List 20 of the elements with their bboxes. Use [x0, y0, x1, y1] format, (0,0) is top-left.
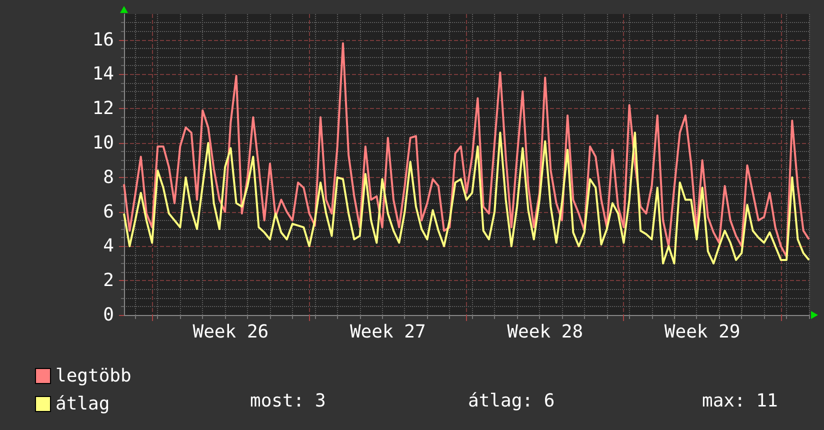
legend-label: átlag [56, 394, 110, 414]
text: most: 3 [250, 390, 326, 412]
text: max: 11 [702, 390, 778, 412]
line-series [123, 132, 810, 264]
legend-label: legtöbb [56, 366, 132, 386]
x-tick-label: Week 29 [664, 322, 740, 342]
y-tick-label: 0 [103, 304, 114, 326]
y-tick-label: 12 [92, 98, 114, 120]
x-tick-label: Week 28 [507, 322, 584, 342]
y-tick-label: 4 [103, 236, 114, 257]
y-tick-label: 8 [103, 166, 114, 188]
y-tick-label: 2 [103, 270, 114, 292]
text: átlag: 6 [468, 390, 555, 412]
y-tick-label: 10 [92, 132, 114, 154]
x-tick-label: Week 27 [350, 322, 426, 342]
y-tick-label: 6 [103, 201, 114, 222]
line-series [123, 42, 810, 258]
y-tick-label: 16 [92, 29, 114, 50]
y-tick-label: 14 [92, 64, 114, 85]
x-tick-label: Week 26 [192, 322, 269, 342]
